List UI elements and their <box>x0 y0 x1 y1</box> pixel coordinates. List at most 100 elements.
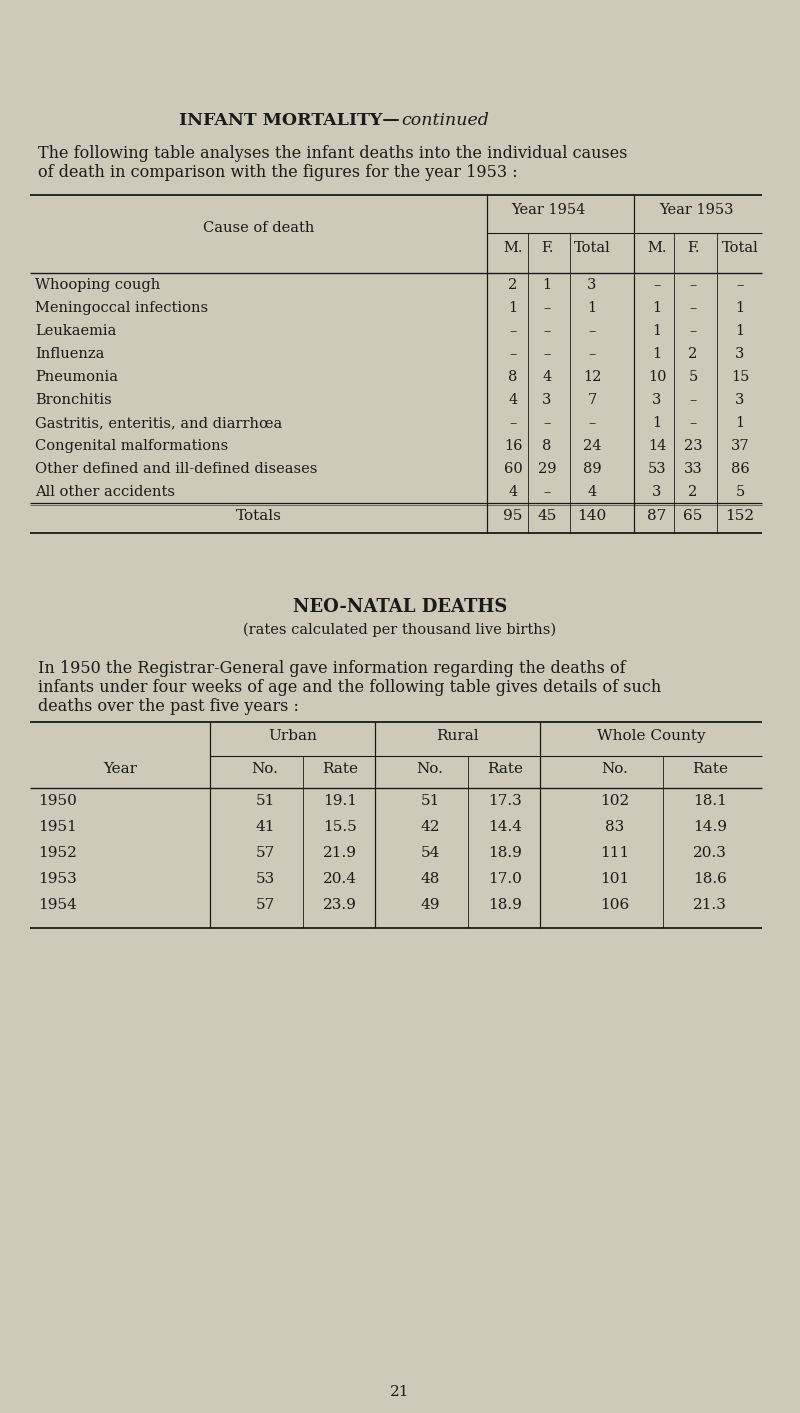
Text: Cause of death: Cause of death <box>203 220 314 235</box>
Text: continued: continued <box>401 112 489 129</box>
Text: 95: 95 <box>503 509 522 523</box>
Text: 1951: 1951 <box>38 820 77 834</box>
Text: 14.4: 14.4 <box>488 820 522 834</box>
Text: 20.4: 20.4 <box>323 872 357 886</box>
Text: Total: Total <box>722 242 758 254</box>
Text: Year 1954: Year 1954 <box>511 203 586 218</box>
Text: –: – <box>690 415 697 430</box>
Text: 53: 53 <box>255 872 274 886</box>
Text: 3: 3 <box>587 278 597 292</box>
Text: Congenital malformations: Congenital malformations <box>35 439 228 454</box>
Text: 1: 1 <box>735 301 745 315</box>
Text: Rate: Rate <box>487 762 523 776</box>
Text: 14: 14 <box>648 439 666 454</box>
Text: Leukaemia: Leukaemia <box>35 324 116 338</box>
Text: 37: 37 <box>730 439 750 454</box>
Text: (rates calculated per thousand live births): (rates calculated per thousand live birt… <box>243 623 557 637</box>
Text: 18.9: 18.9 <box>488 899 522 911</box>
Text: 1953: 1953 <box>38 872 77 886</box>
Text: 1: 1 <box>735 324 745 338</box>
Text: Total: Total <box>574 242 610 254</box>
Text: Rate: Rate <box>322 762 358 776</box>
Text: 4: 4 <box>542 370 552 384</box>
Text: Bronchitis: Bronchitis <box>35 393 112 407</box>
Text: –: – <box>543 415 550 430</box>
Text: F.: F. <box>686 242 699 254</box>
Text: Rate: Rate <box>692 762 728 776</box>
Text: 18.1: 18.1 <box>693 794 727 808</box>
Text: All other accidents: All other accidents <box>35 485 175 499</box>
Text: 4: 4 <box>508 393 518 407</box>
Text: Year 1953: Year 1953 <box>659 203 734 218</box>
Text: 83: 83 <box>606 820 625 834</box>
Text: of death in comparison with the figures for the year 1953 :: of death in comparison with the figures … <box>38 164 518 181</box>
Text: 3: 3 <box>652 485 662 499</box>
Text: 45: 45 <box>538 509 557 523</box>
Text: –: – <box>510 415 517 430</box>
Text: 2: 2 <box>688 348 698 360</box>
Text: 2: 2 <box>688 485 698 499</box>
Text: 21: 21 <box>390 1385 410 1399</box>
Text: –: – <box>588 415 596 430</box>
Text: 17.0: 17.0 <box>488 872 522 886</box>
Text: 2: 2 <box>508 278 518 292</box>
Text: 101: 101 <box>600 872 630 886</box>
Text: 8: 8 <box>542 439 552 454</box>
Text: 21.9: 21.9 <box>323 846 357 861</box>
Text: 17.3: 17.3 <box>488 794 522 808</box>
Text: 57: 57 <box>255 899 274 911</box>
Text: 24: 24 <box>582 439 602 454</box>
Text: 1: 1 <box>587 301 597 315</box>
Text: 5: 5 <box>735 485 745 499</box>
Text: 1: 1 <box>653 301 662 315</box>
Text: 18.6: 18.6 <box>693 872 727 886</box>
Text: 10: 10 <box>648 370 666 384</box>
Text: 89: 89 <box>582 462 602 476</box>
Text: 14.9: 14.9 <box>693 820 727 834</box>
Text: –: – <box>543 348 550 360</box>
Text: 1: 1 <box>735 415 745 430</box>
Text: 15.5: 15.5 <box>323 820 357 834</box>
Text: –: – <box>543 485 550 499</box>
Text: No.: No. <box>417 762 443 776</box>
Text: 57: 57 <box>255 846 274 861</box>
Text: 3: 3 <box>735 393 745 407</box>
Text: 1: 1 <box>653 348 662 360</box>
Text: 1: 1 <box>653 415 662 430</box>
Text: 5: 5 <box>688 370 698 384</box>
Text: 1: 1 <box>509 301 518 315</box>
Text: 20.3: 20.3 <box>693 846 727 861</box>
Text: 23: 23 <box>684 439 702 454</box>
Text: 1: 1 <box>653 324 662 338</box>
Text: 51: 51 <box>255 794 274 808</box>
Text: The following table analyses the infant deaths into the individual causes: The following table analyses the infant … <box>38 146 627 162</box>
Text: 15: 15 <box>731 370 749 384</box>
Text: 3: 3 <box>735 348 745 360</box>
Text: Whooping cough: Whooping cough <box>35 278 160 292</box>
Text: 1954: 1954 <box>38 899 77 911</box>
Text: 60: 60 <box>504 462 522 476</box>
Text: 12: 12 <box>583 370 601 384</box>
Text: Rural: Rural <box>436 729 479 743</box>
Text: No.: No. <box>251 762 278 776</box>
Text: infants under four weeks of age and the following table gives details of such: infants under four weeks of age and the … <box>38 680 662 697</box>
Text: 21.3: 21.3 <box>693 899 727 911</box>
Text: –: – <box>543 301 550 315</box>
Text: Meningoccal infections: Meningoccal infections <box>35 301 208 315</box>
Text: –: – <box>510 324 517 338</box>
Text: INFANT MORTALITY—: INFANT MORTALITY— <box>179 112 400 129</box>
Text: M.: M. <box>503 242 522 254</box>
Text: 51: 51 <box>420 794 440 808</box>
Text: 140: 140 <box>578 509 606 523</box>
Text: 1952: 1952 <box>38 846 77 861</box>
Text: deaths over the past five years :: deaths over the past five years : <box>38 698 299 715</box>
Text: 18.9: 18.9 <box>488 846 522 861</box>
Text: 53: 53 <box>648 462 666 476</box>
Text: 102: 102 <box>600 794 630 808</box>
Text: 4: 4 <box>508 485 518 499</box>
Text: Other defined and ill-defined diseases: Other defined and ill-defined diseases <box>35 462 318 476</box>
Text: 54: 54 <box>420 846 440 861</box>
Text: 65: 65 <box>683 509 702 523</box>
Text: 41: 41 <box>255 820 274 834</box>
Text: No.: No. <box>602 762 629 776</box>
